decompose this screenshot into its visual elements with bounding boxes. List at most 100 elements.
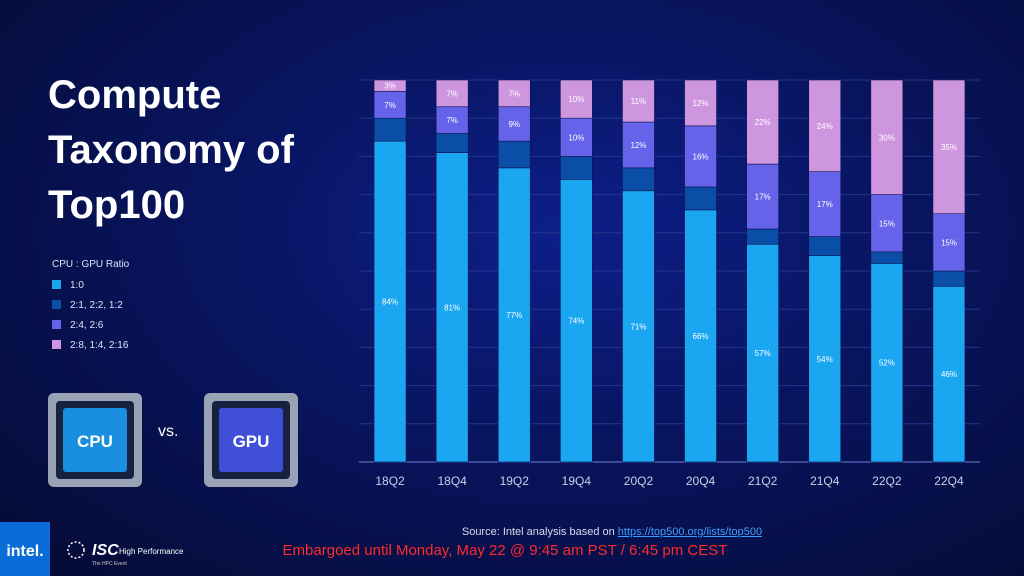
- legend-label: 2:8, 1:4, 2:16: [70, 340, 129, 351]
- value-label: 54%: [817, 355, 833, 364]
- bar-segment: [497, 140, 531, 169]
- value-label: 24%: [817, 122, 833, 131]
- x-tick-label: 21Q4: [810, 474, 840, 488]
- bar-segment: [808, 255, 842, 463]
- bar-segment: [560, 117, 593, 157]
- value-label: 84%: [382, 298, 398, 307]
- value-label: 10%: [568, 95, 584, 104]
- bar-segment: [622, 190, 655, 463]
- bar-segment: [560, 156, 593, 180]
- value-label: 7%: [508, 89, 520, 98]
- bar-segment: [932, 270, 966, 287]
- intel-logo-box: [0, 522, 50, 576]
- bar-segment: [497, 79, 531, 108]
- bar-segment: [560, 79, 593, 119]
- value-label: 17%: [755, 193, 771, 202]
- value-label: 16%: [693, 152, 709, 161]
- isc-icon: [67, 541, 85, 559]
- value-label: 66%: [693, 332, 709, 341]
- bar-segment: [684, 125, 717, 188]
- isc-logo: ISC: [92, 542, 119, 559]
- x-tick-label: 21Q2: [748, 474, 778, 488]
- value-label: 3%: [384, 82, 396, 91]
- chip-label: CPU: [77, 432, 113, 451]
- bar-segment: [808, 236, 842, 257]
- legend-swatch: [52, 320, 61, 329]
- value-label: 9%: [508, 120, 520, 129]
- bar-segment: [373, 79, 407, 92]
- value-label: 12%: [693, 99, 709, 108]
- bar-segment: [622, 79, 655, 123]
- legend-title: CPU : GPU Ratio: [52, 259, 130, 270]
- bar-segment: [684, 79, 717, 127]
- bar-segment: [373, 117, 407, 142]
- bar-segment: [932, 213, 966, 272]
- value-label: 7%: [446, 89, 458, 98]
- x-tick-label: 20Q2: [624, 474, 654, 488]
- vs-label: vs.: [158, 423, 178, 440]
- isc-tagline: High Performance: [119, 547, 184, 556]
- legend-label: 1:0: [70, 280, 84, 291]
- value-label: 10%: [568, 133, 584, 142]
- value-label: 11%: [631, 97, 646, 106]
- x-tick-label: 20Q4: [686, 474, 716, 488]
- value-label: 7%: [446, 116, 458, 125]
- title-line: Compute: [48, 73, 221, 117]
- legend-swatch: [52, 280, 61, 289]
- bar-segment: [746, 79, 779, 165]
- bar-segment: [870, 263, 904, 463]
- value-label: 52%: [879, 359, 895, 368]
- value-label: 81%: [444, 303, 460, 312]
- legend-label: 2:1, 2:2, 1:2: [70, 300, 123, 311]
- bar-segment: [870, 79, 904, 195]
- x-tick-label: 18Q4: [437, 474, 467, 488]
- value-label: 22%: [755, 118, 771, 127]
- source-note: Source: Intel analysis based on https://…: [0, 526, 1024, 538]
- bar-segment: [435, 106, 469, 134]
- x-tick-label: 19Q2: [500, 474, 530, 488]
- value-label: 77%: [506, 311, 522, 320]
- bar-segment: [622, 121, 655, 169]
- bar-segment: [746, 243, 779, 463]
- value-label: 35%: [941, 143, 957, 152]
- value-label: 7%: [384, 101, 396, 110]
- value-label: 30%: [879, 133, 895, 142]
- intel-logo: intel.: [6, 543, 43, 560]
- value-label: 15%: [941, 238, 957, 247]
- title-line: Taxonomy of: [48, 128, 295, 172]
- value-label: 57%: [755, 349, 771, 358]
- source-text: Source: Intel analysis based on: [461, 526, 618, 538]
- bar-segment: [622, 167, 655, 192]
- value-label: 74%: [568, 317, 584, 326]
- isc-sub: The HPC Event: [92, 561, 127, 567]
- chip-label: GPU: [233, 432, 270, 451]
- bar-segment: [870, 251, 904, 264]
- bar-segment: [932, 79, 966, 214]
- x-tick-label: 18Q2: [375, 474, 405, 488]
- bar-segment: [684, 186, 717, 211]
- bar-segment: [497, 106, 531, 142]
- value-label: 12%: [630, 141, 646, 150]
- value-label: 46%: [941, 370, 957, 379]
- value-label: 71%: [630, 322, 646, 331]
- bar-segment: [435, 152, 469, 463]
- legend-swatch: [52, 300, 61, 309]
- x-tick-label: 22Q4: [934, 474, 964, 488]
- bar-segment: [373, 91, 407, 119]
- value-label: 15%: [879, 219, 895, 228]
- bar-segment: [684, 209, 717, 463]
- value-label: 17%: [817, 200, 833, 209]
- title-line: Top100: [48, 183, 185, 227]
- embargo-note: Embargoed until Monday, May 22 @ 9:45 am…: [282, 542, 728, 559]
- bar-segment: [808, 171, 842, 237]
- bar-segment: [560, 179, 593, 463]
- bar-segment: [746, 228, 779, 245]
- legend-swatch: [52, 340, 61, 349]
- source-link[interactable]: https://top500.org/lists/top500: [617, 526, 763, 538]
- cpu-chip: CPU: [48, 393, 142, 487]
- gpu-chip: GPU: [204, 393, 298, 487]
- bar-segment: [746, 163, 779, 230]
- bar-segment: [435, 133, 469, 153]
